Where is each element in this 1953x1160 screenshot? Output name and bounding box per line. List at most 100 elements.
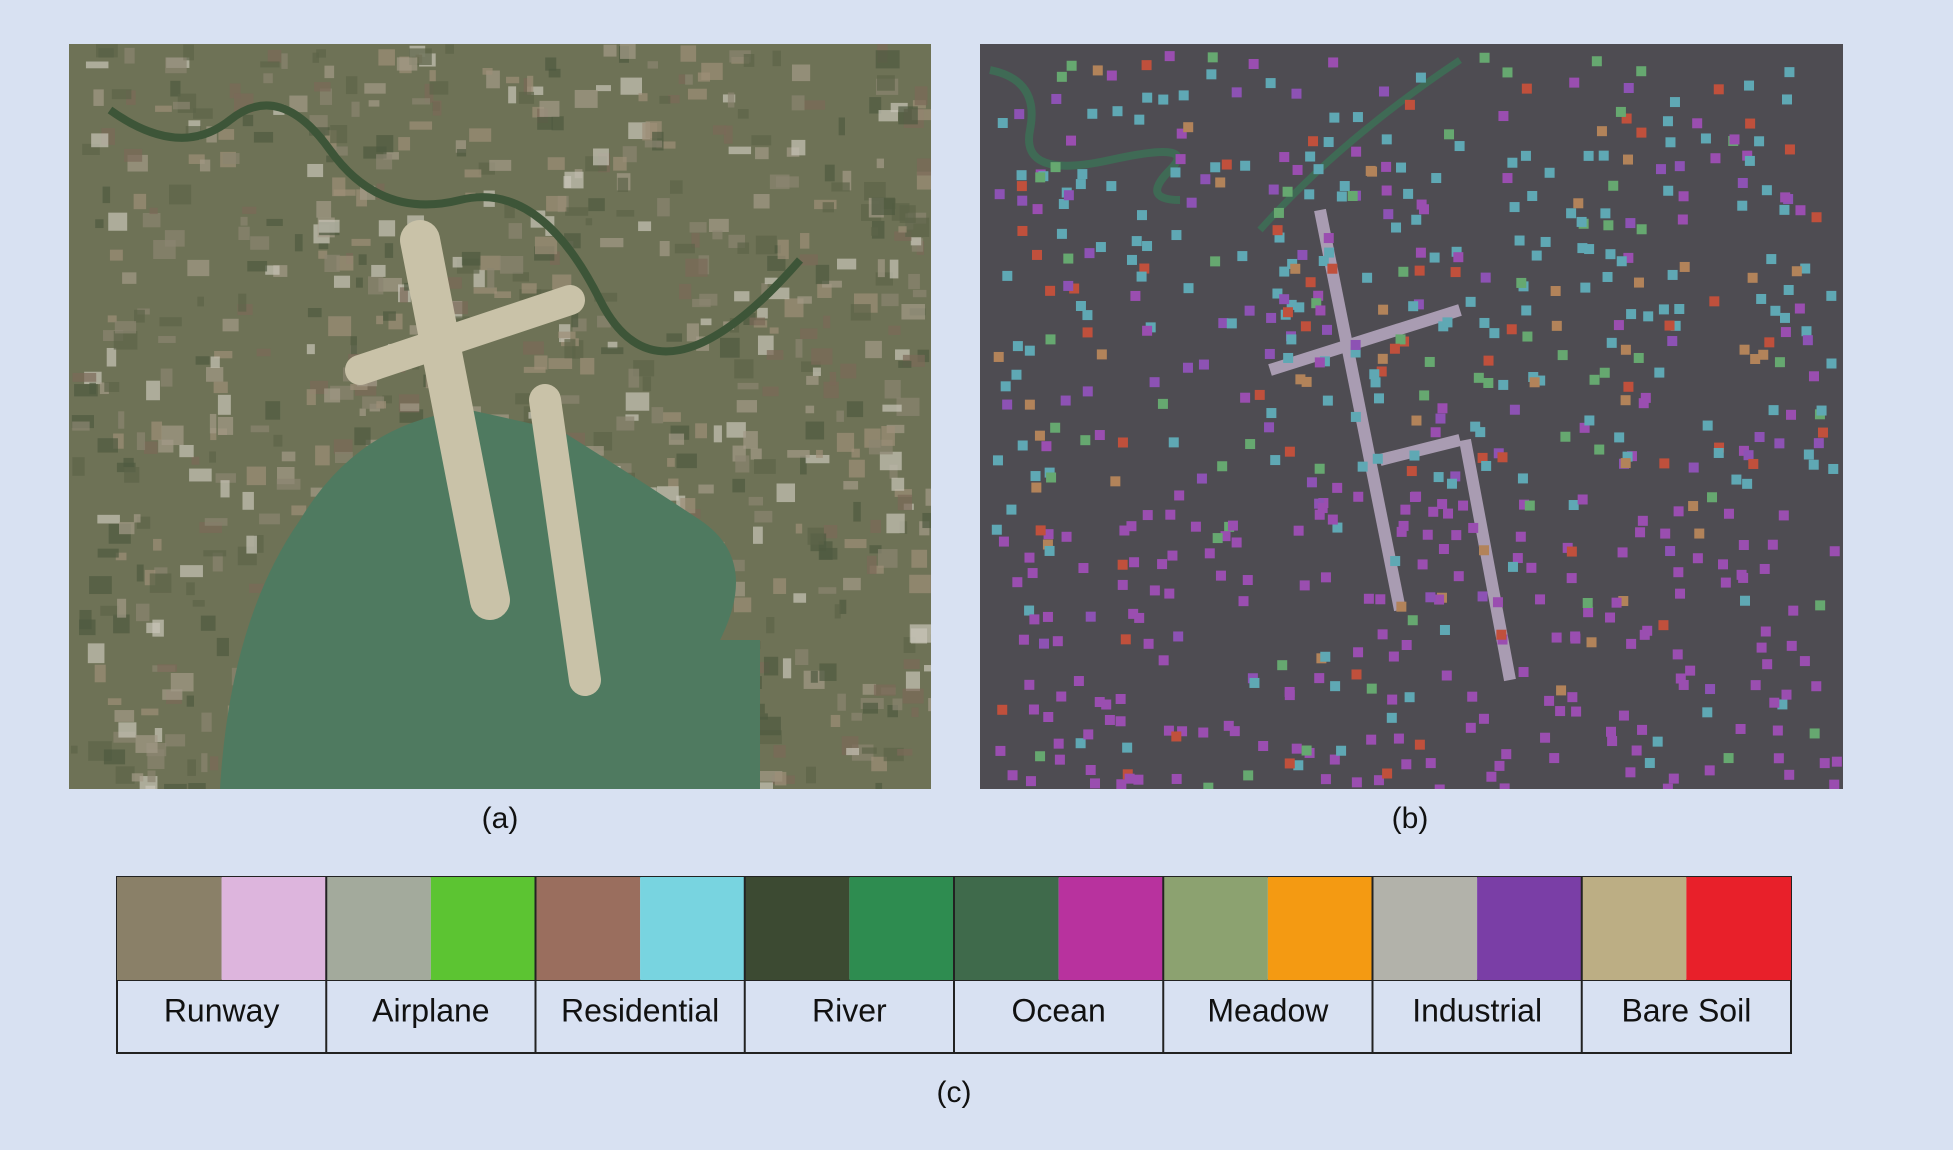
texture-patch	[398, 137, 411, 151]
segment	[1351, 146, 1362, 157]
segment	[1254, 389, 1265, 400]
segment	[1272, 288, 1283, 299]
segment	[1313, 164, 1324, 175]
segment	[1744, 80, 1755, 91]
texture-patch	[668, 478, 679, 488]
texture-patch	[723, 125, 733, 144]
texture-patch	[712, 230, 723, 240]
segment	[997, 704, 1008, 715]
segment	[1249, 677, 1260, 688]
segment	[1273, 207, 1284, 218]
texture-patch	[316, 49, 326, 58]
texture-patch	[247, 261, 268, 272]
texture-patch	[306, 344, 315, 355]
texture-patch	[687, 88, 707, 100]
segment	[1124, 773, 1135, 784]
segment	[1101, 699, 1112, 710]
segment	[1811, 212, 1822, 223]
segment	[1608, 180, 1619, 191]
texture-patch	[482, 67, 493, 75]
segment	[1672, 649, 1683, 660]
segment	[1483, 355, 1494, 366]
texture-patch	[580, 357, 595, 375]
segment	[1829, 779, 1840, 789]
segment	[1353, 647, 1364, 658]
segment	[1313, 290, 1324, 301]
segment	[1238, 596, 1249, 607]
texture-patch	[894, 231, 912, 241]
texture-patch	[922, 512, 931, 529]
texture-patch	[117, 598, 127, 618]
segment	[1171, 773, 1182, 784]
segment	[1675, 588, 1686, 599]
texture-patch	[113, 614, 130, 634]
segment	[1052, 636, 1063, 647]
segment	[1801, 326, 1812, 337]
segment	[1336, 191, 1347, 202]
segment	[1514, 235, 1525, 246]
segment	[1320, 774, 1331, 785]
texture-patch	[697, 72, 711, 82]
texture-patch	[328, 316, 352, 337]
segment	[1357, 461, 1368, 472]
segment	[1240, 392, 1251, 403]
texture-patch	[916, 171, 931, 190]
texture-patch	[273, 434, 283, 447]
texture-patch	[519, 289, 542, 300]
texture-patch	[864, 181, 886, 201]
texture-patch	[919, 521, 930, 536]
segment	[1375, 594, 1386, 605]
texture-patch	[616, 416, 635, 431]
texture-patch	[754, 510, 773, 523]
texture-patch	[106, 347, 117, 367]
segment	[1266, 312, 1277, 323]
segment	[1623, 381, 1634, 392]
texture-patch	[822, 202, 834, 213]
segment	[1750, 680, 1761, 691]
texture-patch	[102, 186, 111, 204]
texture-patch	[597, 315, 611, 328]
segment	[1444, 129, 1455, 140]
segment	[1702, 707, 1713, 718]
segment	[1623, 154, 1634, 165]
segment	[1714, 442, 1725, 453]
texture-patch	[134, 309, 145, 323]
texture-patch	[253, 535, 264, 553]
texture-patch	[240, 216, 248, 226]
segment	[1663, 185, 1674, 196]
segment	[1063, 280, 1074, 291]
texture-patch	[901, 304, 925, 320]
class-label: Residential	[561, 992, 719, 1028]
texture-patch	[506, 76, 520, 84]
segment	[1042, 539, 1053, 550]
segment	[1560, 431, 1571, 442]
texture-patch	[593, 148, 609, 166]
texture-patch	[209, 451, 216, 463]
texture-patch	[685, 74, 693, 85]
texture-patch	[169, 184, 192, 205]
texture-patch	[164, 230, 185, 247]
segment	[1637, 515, 1648, 526]
segment	[1128, 608, 1139, 619]
texture-patch	[318, 219, 340, 233]
segment	[1414, 739, 1425, 750]
segment	[1044, 545, 1055, 556]
texture-patch	[122, 272, 137, 284]
segment	[1220, 531, 1231, 542]
texture-patch	[735, 455, 750, 473]
texture-patch	[107, 698, 122, 705]
texture-patch	[160, 368, 173, 387]
segment	[1507, 157, 1518, 168]
texture-patch	[473, 287, 497, 294]
segment	[1056, 71, 1067, 82]
segment	[1729, 134, 1740, 145]
segment	[1498, 379, 1509, 390]
texture-patch	[866, 555, 877, 575]
segment	[1176, 128, 1187, 139]
segment	[1784, 67, 1795, 78]
texture-patch	[805, 405, 815, 414]
segment	[1227, 520, 1238, 531]
texture-patch	[737, 242, 750, 254]
texture-patch	[769, 327, 779, 334]
segment	[1393, 733, 1404, 744]
